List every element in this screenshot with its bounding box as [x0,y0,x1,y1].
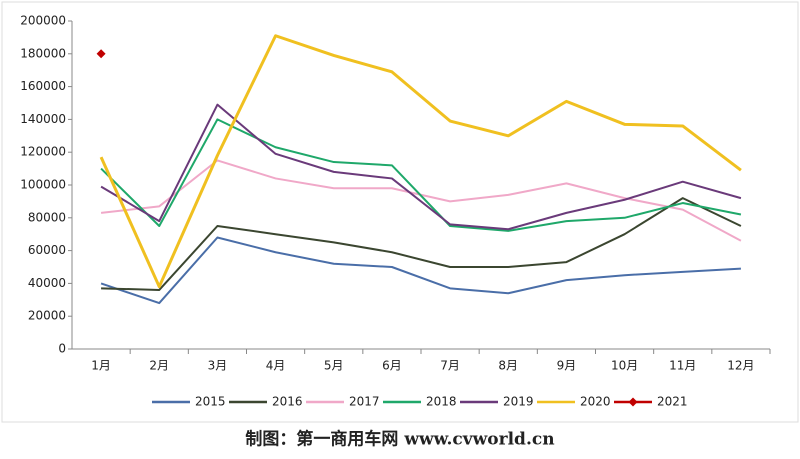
legend-label: 2018 [426,395,457,409]
series-line [101,197,742,291]
series-line [100,236,741,305]
y-tick-label: 100000 [20,178,66,192]
y-tick-label: 60000 [28,243,66,257]
legend-label: 2020 [580,395,611,409]
legend-label: 2019 [503,395,534,409]
series-line [100,118,742,232]
chart-frame [1,1,799,423]
x-tick-label: 12月 [727,359,754,373]
y-tick-label: 0 [58,342,66,356]
caption: 制图：第一商用车网 www.cvworld.cn [245,429,554,450]
series-line [100,103,742,231]
legend-label: 2017 [349,395,380,409]
x-tick-label: 5月 [324,359,344,373]
x-tick-label: 6月 [382,359,402,373]
legend-marker [628,397,638,407]
series-line [99,34,742,289]
y-tick-label: 140000 [20,112,66,126]
x-tick-label: 9月 [557,359,577,373]
x-tick-label: 8月 [498,359,518,373]
y-tick-label: 80000 [28,210,66,224]
x-tick-label: 10月 [611,359,638,373]
y-tick-label: 200000 [20,14,66,28]
x-tick-label: 4月 [266,359,286,373]
x-tick-label: 3月 [208,359,228,373]
legend-label: 2016 [272,395,303,409]
y-tick-label: 40000 [28,276,66,290]
legend-label: 2015 [195,395,226,409]
x-tick-label: 7月 [440,359,460,373]
y-tick-label: 20000 [28,309,66,323]
marker [96,49,106,59]
y-tick-label: 120000 [20,145,66,159]
x-tick-label: 2月 [149,359,169,373]
y-tick-label: 160000 [20,79,66,93]
x-tick-label: 1月 [91,359,111,373]
legend-label: 2021 [657,395,688,409]
y-tick-label: 180000 [20,46,66,60]
x-tick-label: 11月 [669,359,696,373]
